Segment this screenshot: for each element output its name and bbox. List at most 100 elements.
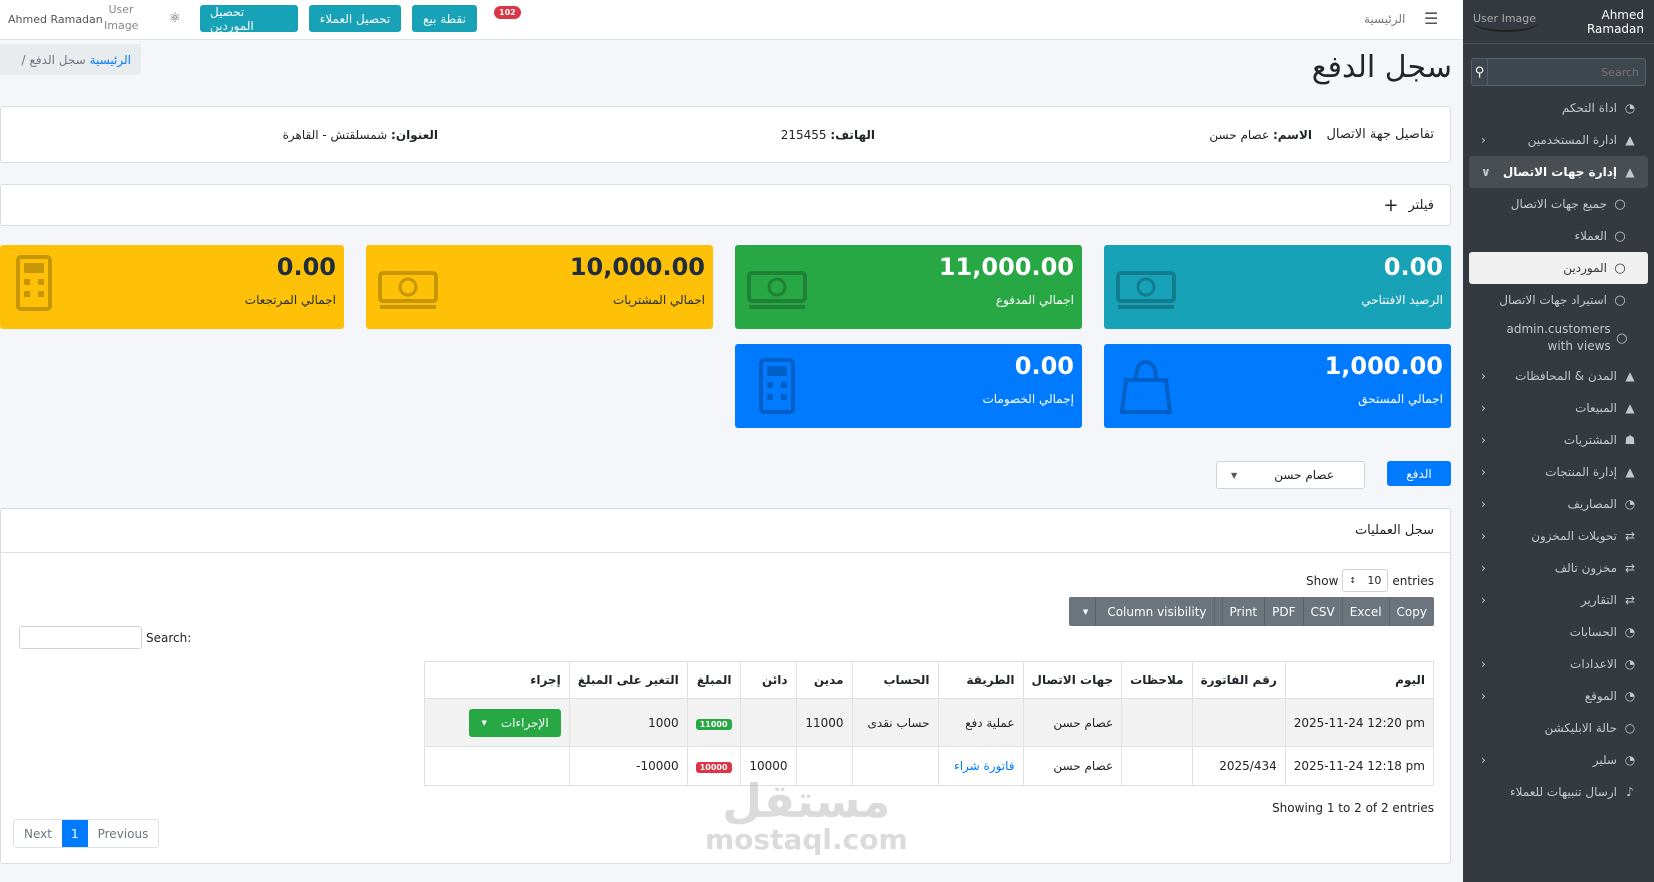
sidebar-user-panel[interactable]: Ahmed Ramadan User Image [1463, 0, 1654, 44]
next-page-button[interactable]: Next [24, 826, 52, 841]
column-visibility-label: Column visibility [1100, 597, 1215, 626]
contact-address-value: شمسلقتش - القاهرة [282, 127, 388, 142]
sidebar: Ahmed Ramadan User Image ⚲ ◔ اداة التحكم ▲… [1463, 0, 1654, 882]
filter-label[interactable]: فيلتر [1408, 197, 1434, 213]
copy-button[interactable]: Copy [1396, 604, 1427, 619]
sidebar-item-2[interactable]: ▲ إدارة جهات الاتصال ∨ [1469, 156, 1648, 188]
show-label: Show [1306, 573, 1339, 588]
calculator-icon [16, 255, 52, 311]
sidebar-item-5[interactable]: ○ الموردين [1469, 252, 1648, 284]
column-header-9[interactable]: التغير على المبلغ [568, 661, 688, 699]
language-globe-icon[interactable]: ⚛ [169, 11, 181, 26]
collect-suppliers-button[interactable]: تحصيل الموردين [200, 5, 298, 33]
stat-value: 0.00 [1383, 253, 1443, 281]
column-header-5[interactable]: الحساب [851, 661, 939, 699]
column-visibility-button[interactable]: ▼ Column visibility [1069, 597, 1223, 626]
column-header-1[interactable]: رقم الفاتورة [1191, 661, 1286, 699]
sidebar-item-17[interactable]: ◔ الاعدادات ‹ [1469, 648, 1648, 680]
purchase-invoice-link[interactable]: فاتورة شراء [954, 759, 1015, 773]
previous-page-button[interactable]: Previous [97, 826, 149, 841]
sidebar-item-label: المشتريات [1563, 433, 1617, 447]
hamburger-icon[interactable]: ☰ [1424, 9, 1439, 28]
sidebar-item-13[interactable]: ⇄ تحويلات المخزون ‹ [1469, 520, 1648, 552]
sidebar-item-label: سلير [1592, 753, 1617, 767]
notifications-badge[interactable]: 102 [494, 6, 521, 19]
stat-value: 0.00 [276, 253, 336, 281]
amount-badge: 10000 [695, 762, 732, 773]
chevron-left-icon: ‹ [1481, 433, 1486, 447]
topbar-home-link[interactable]: الرئيسية [1364, 12, 1406, 26]
exchange-icon: ⇄ [1624, 561, 1636, 575]
pay-button[interactable]: الدفع [1387, 461, 1451, 486]
column-header-8[interactable]: المبلغ [686, 661, 741, 699]
chevron-left-icon: ‹ [1481, 593, 1486, 607]
sidebar-item-1[interactable]: ▲ ادارة المستخدمين ‹ [1469, 124, 1648, 156]
sidebar-item-18[interactable]: ◔ الموقع ‹ [1469, 680, 1648, 712]
page-1-button[interactable]: 1 [61, 820, 88, 847]
table-row: 2025-11-24 12:18 pm 2025/434 عصام حسن فا… [424, 746, 1435, 786]
csv-button[interactable]: CSV [1304, 597, 1343, 626]
sidebar-item-label: تحويلات المخزون [1531, 529, 1617, 543]
contact-select[interactable]: عصام حسن ▼ [1216, 461, 1365, 489]
column-header-3[interactable]: جهات الاتصال [1022, 661, 1123, 699]
table-row: 2025-11-24 12:20 pm عصام حسن عملية دفع ح… [424, 698, 1435, 747]
sidebar-item-9[interactable]: ▲ المبيعات ‹ [1469, 392, 1648, 424]
actions-dropdown-button[interactable]: الإجراءات ▼ [469, 708, 561, 737]
sidebar-item-0[interactable]: ◔ اداة التحكم [1469, 92, 1648, 124]
sidebar-item-8[interactable]: ▲ المدن & المحافظات ‹ [1469, 360, 1648, 392]
sidebar-item-16[interactable]: ◔ الحسابات [1469, 616, 1648, 648]
contact-details-card: تفاصيل جهة الاتصال الاسم: عصام حسن الهات… [0, 106, 1451, 163]
sidebar-item-12[interactable]: ◔ المصاريف ‹ [1469, 488, 1648, 520]
sidebar-item-3[interactable]: ○ جميع جهات الاتصال [1469, 188, 1648, 220]
sidebar-item-19[interactable]: ○ حالة الابليكشن [1469, 712, 1648, 744]
sidebar-item-7[interactable]: ○ admin.customers with views [1469, 316, 1648, 360]
stat-total-paid: 11,000.00 اجمالي المدفوع [735, 245, 1082, 329]
cell-action [424, 746, 570, 786]
pdf-button[interactable]: PDF [1265, 597, 1304, 626]
breadcrumb-home[interactable]: الرئيسية [89, 52, 131, 67]
excel-button[interactable]: Excel [1343, 597, 1390, 626]
sidebar-user-name[interactable]: Ahmed Ramadan [1586, 7, 1644, 36]
pagination: Next 1 Previous [13, 819, 160, 848]
updown-icon: ↕ [1349, 576, 1357, 585]
sidebar-item-10[interactable]: ☗ المشتريات ‹ [1469, 424, 1648, 456]
sidebar-item-4[interactable]: ○ العملاء [1469, 220, 1648, 252]
sidebar-item-11[interactable]: ▲ إدارة المنتجات ‹ [1469, 456, 1648, 488]
column-header-6[interactable]: مدين [795, 661, 853, 699]
breadcrumb-current: سجل الدفع [29, 52, 86, 67]
sidebar-item-15[interactable]: ⇄ التقارير ‹ [1469, 584, 1648, 616]
sidebar-item-label: التقارير [1580, 593, 1617, 607]
print-button[interactable]: Print [1223, 597, 1266, 626]
column-header-0[interactable]: اليوم [1284, 661, 1435, 699]
column-header-4[interactable]: الطريقة [937, 661, 1024, 699]
stat-label: إجمالي الخصومات [982, 392, 1074, 406]
contact-name: الاسم: عصام حسن [1209, 128, 1312, 142]
column-header-2[interactable]: ملاحظات [1121, 661, 1193, 699]
search-button[interactable]: ⚲ [1471, 58, 1487, 86]
table-search-input[interactable] [19, 626, 142, 649]
cell-amount: 10000 [686, 746, 741, 786]
sidebar-item-label: إدارة المنتجات [1545, 465, 1617, 479]
sidebar-item-21[interactable]: ♪ ارسال تنبيهات للعملاء [1469, 776, 1648, 808]
search-icon: ⚲ [1474, 64, 1485, 80]
table-header-row: اليوم رقم الفاتورة ملاحظات جهات الاتصال الطر… [424, 661, 1435, 699]
entries-select[interactable]: ↕ 10 [1342, 569, 1389, 592]
column-header-7[interactable]: دائن [739, 661, 797, 699]
pos-button[interactable]: نقطة بيع [412, 5, 477, 32]
dashboard-icon: ◔ [1624, 689, 1636, 703]
sidebar-item-label: المصاريف [1567, 497, 1617, 511]
chevron-left-icon: ‹ [1481, 369, 1486, 383]
sidebar-item-20[interactable]: ◔ سلير ‹ [1469, 744, 1648, 776]
stat-label: الرصيد الافتتاحي [1361, 293, 1443, 307]
column-header-10[interactable]: إجراء [424, 661, 570, 699]
sidebar-item-14[interactable]: ⇄ مخزون تالف ‹ [1469, 552, 1648, 584]
plus-icon[interactable]: + [1383, 194, 1399, 216]
topbar-user-name[interactable]: Ahmed Ramadan [8, 13, 103, 26]
dashboard-icon: ◔ [1624, 625, 1636, 639]
filter-card[interactable]: فيلتر + [0, 184, 1451, 226]
stat-value: 1,000.00 [1324, 352, 1443, 380]
sidebar-item-6[interactable]: ○ استيراد جهات الاتصال [1469, 284, 1648, 316]
collect-customers-button[interactable]: تحصيل العملاء [309, 5, 401, 32]
sidebar-search-input[interactable] [1487, 58, 1646, 86]
breadcrumb-separator: / [21, 52, 26, 67]
